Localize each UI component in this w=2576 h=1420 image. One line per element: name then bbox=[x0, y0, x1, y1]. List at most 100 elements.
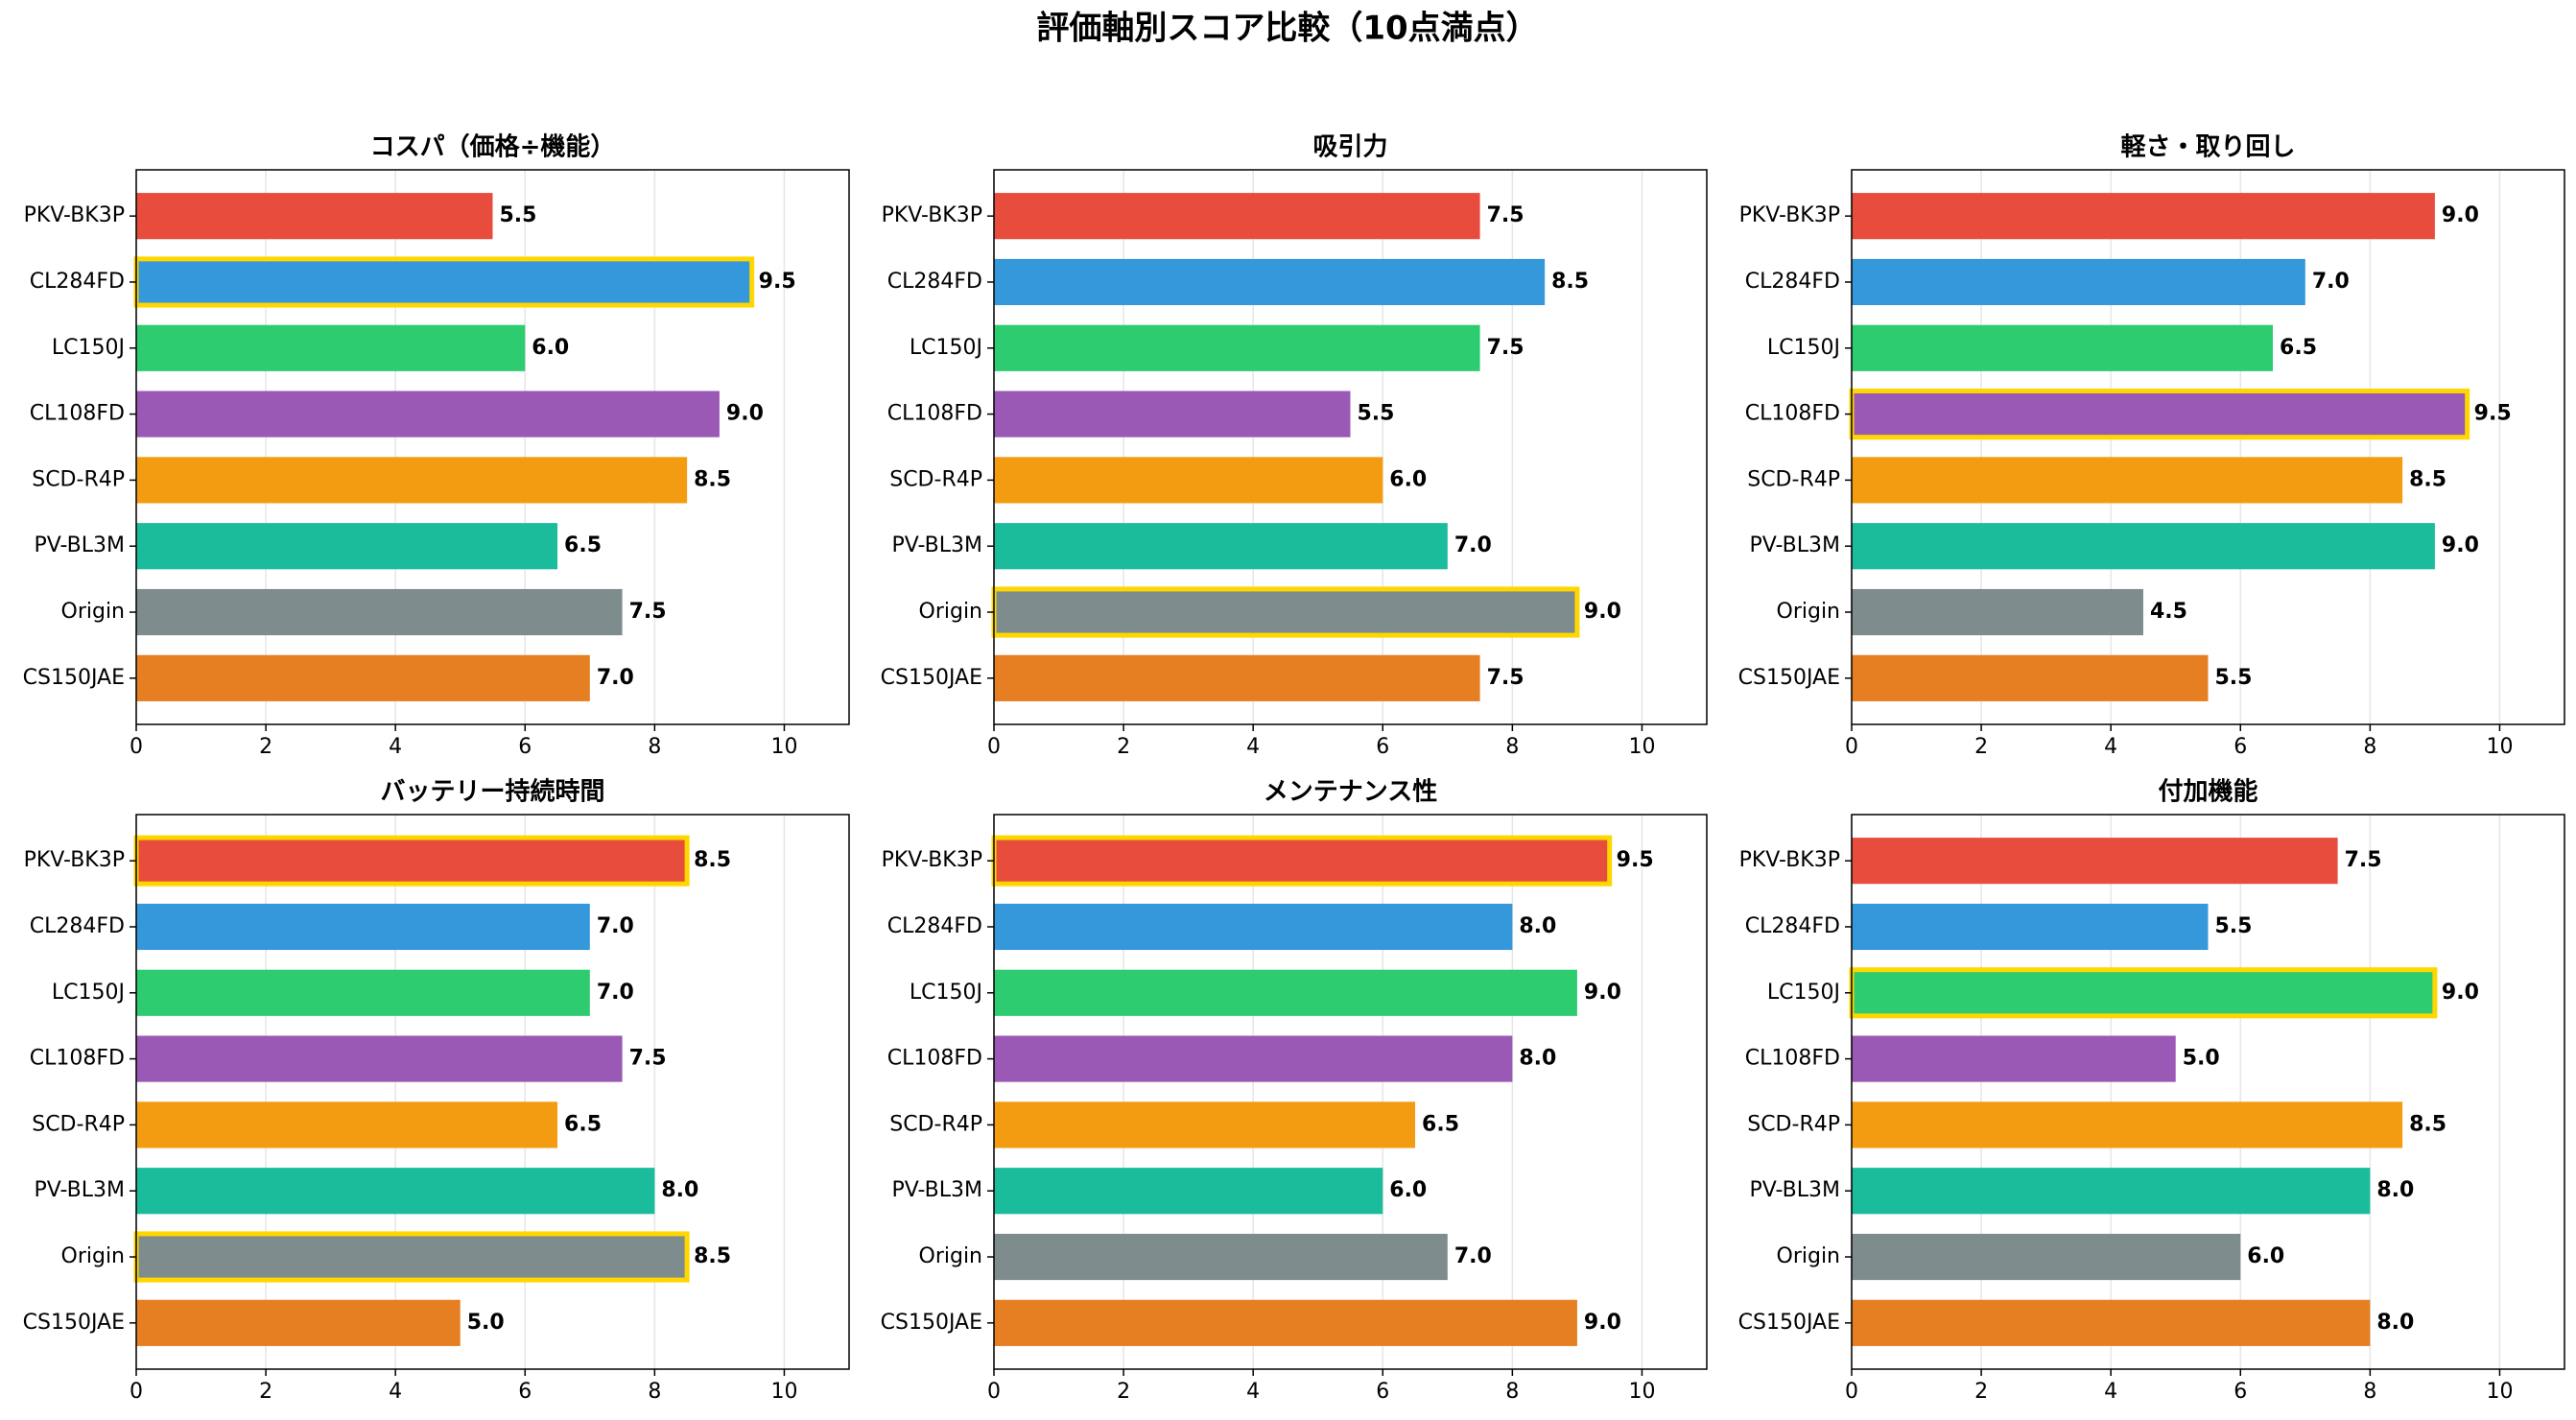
y-tick-label: CL108FD bbox=[1745, 402, 1840, 426]
y-tick-label: PV-BL3M bbox=[891, 533, 982, 557]
y-tick-label: Origin bbox=[61, 1244, 126, 1268]
y-tick-label: CL284FD bbox=[887, 914, 982, 938]
bar bbox=[1852, 324, 2274, 371]
y-tick-label: PV-BL3M bbox=[1749, 533, 1840, 557]
value-label: 5.5 bbox=[2215, 914, 2253, 938]
bar bbox=[136, 1101, 558, 1148]
value-label: 7.5 bbox=[629, 1047, 667, 1071]
bar bbox=[1852, 258, 2305, 306]
bar bbox=[994, 258, 1546, 306]
y-tick-label: PV-BL3M bbox=[1749, 1178, 1840, 1202]
value-label: 5.5 bbox=[2215, 666, 2253, 690]
value-label: 5.0 bbox=[467, 1311, 505, 1335]
value-label: 8.0 bbox=[1519, 914, 1556, 938]
x-tick-label: 8 bbox=[648, 735, 661, 759]
bar bbox=[994, 1101, 1416, 1148]
value-label: 7.0 bbox=[597, 914, 634, 938]
value-label: 6.5 bbox=[1422, 1112, 1459, 1136]
value-label: 9.5 bbox=[759, 270, 796, 294]
value-label: 5.5 bbox=[1358, 402, 1395, 426]
bar bbox=[136, 523, 558, 570]
y-tick-label: LC150J bbox=[1767, 336, 1840, 360]
value-label: 9.0 bbox=[726, 402, 764, 426]
bar bbox=[994, 654, 1480, 701]
y-tick-label: CS150JAE bbox=[1738, 666, 1840, 690]
chart-title: 評価軸別スコア比較（10点満点） bbox=[1036, 10, 1538, 48]
value-label: 9.0 bbox=[2442, 981, 2479, 1005]
value-label: 7.5 bbox=[1487, 203, 1524, 227]
y-tick-label: Origin bbox=[919, 600, 983, 624]
x-tick-label: 8 bbox=[2363, 1380, 2376, 1404]
bar bbox=[1852, 1101, 2403, 1148]
y-tick-label: Origin bbox=[61, 600, 126, 624]
x-tick-label: 4 bbox=[389, 1380, 402, 1404]
x-tick-label: 8 bbox=[1505, 1380, 1519, 1404]
y-tick-label: SCD-R4P bbox=[889, 467, 982, 491]
x-tick-label: 6 bbox=[1376, 735, 1389, 759]
y-tick-label: CS150JAE bbox=[881, 666, 982, 690]
bar bbox=[994, 523, 1448, 570]
x-tick-label: 4 bbox=[389, 735, 402, 759]
y-tick-label: CS150JAE bbox=[881, 1311, 982, 1335]
y-tick-label: LC150J bbox=[1767, 981, 1840, 1005]
axes-frame bbox=[135, 814, 850, 1370]
bar bbox=[1852, 838, 2338, 885]
y-tick-label: PKV-BK3P bbox=[1739, 848, 1840, 872]
bar bbox=[994, 324, 1480, 371]
bar bbox=[136, 903, 590, 951]
y-tick-label: SCD-R4P bbox=[1747, 1112, 1840, 1136]
value-label: 6.0 bbox=[1389, 1178, 1427, 1202]
x-tick-label: 10 bbox=[770, 1380, 797, 1404]
y-tick-label: PV-BL3M bbox=[34, 1178, 125, 1202]
bar bbox=[994, 1168, 1383, 1215]
x-tick-label: 0 bbox=[130, 735, 143, 759]
y-tick-label: LC150J bbox=[910, 336, 982, 360]
bar bbox=[1852, 457, 2403, 504]
x-tick-label: 4 bbox=[1246, 1380, 1260, 1404]
value-label: 7.0 bbox=[597, 666, 634, 690]
bar bbox=[133, 256, 755, 308]
value-label: 6.5 bbox=[2280, 336, 2317, 360]
subplot-title: コスパ（価格÷機能） bbox=[370, 132, 616, 162]
x-tick-label: 8 bbox=[648, 1380, 661, 1404]
y-tick-label: PKV-BK3P bbox=[882, 848, 982, 872]
y-tick-label: Origin bbox=[919, 1244, 983, 1268]
bar bbox=[994, 193, 1480, 240]
y-tick-label: LC150J bbox=[52, 336, 125, 360]
y-tick-label: PV-BL3M bbox=[891, 1178, 982, 1202]
bar bbox=[994, 390, 1351, 438]
value-label: 8.5 bbox=[1551, 270, 1589, 294]
y-tick-label: SCD-R4P bbox=[1747, 467, 1840, 491]
value-label: 9.0 bbox=[1584, 1311, 1621, 1335]
value-label: 6.5 bbox=[564, 533, 602, 557]
y-tick-label: CL108FD bbox=[887, 402, 982, 426]
value-label: 7.0 bbox=[2312, 270, 2350, 294]
x-tick-label: 0 bbox=[1845, 1380, 1858, 1404]
y-tick-label: PKV-BK3P bbox=[1739, 203, 1840, 227]
x-tick-label: 6 bbox=[518, 1380, 532, 1404]
bar bbox=[136, 1168, 655, 1215]
value-label: 5.5 bbox=[500, 203, 537, 227]
y-tick-label: PKV-BK3P bbox=[24, 203, 125, 227]
subplot-title: 付加機能 bbox=[2158, 777, 2257, 807]
x-tick-label: 2 bbox=[1974, 1380, 1988, 1404]
y-tick-label: CS150JAE bbox=[23, 1311, 125, 1335]
bar bbox=[1849, 389, 2470, 440]
y-tick-label: SCD-R4P bbox=[32, 1112, 125, 1136]
value-label: 7.5 bbox=[2345, 848, 2382, 872]
y-tick-label: LC150J bbox=[910, 981, 982, 1005]
value-label: 8.5 bbox=[2409, 1112, 2446, 1136]
bar bbox=[136, 969, 590, 1016]
value-label: 6.0 bbox=[1389, 467, 1427, 491]
y-tick-label: Origin bbox=[1777, 600, 1841, 624]
y-tick-label: CL108FD bbox=[887, 1047, 982, 1071]
bar bbox=[1852, 193, 2435, 240]
value-label: 8.5 bbox=[694, 848, 731, 872]
value-label: 9.0 bbox=[1584, 981, 1621, 1005]
value-label: 8.5 bbox=[694, 467, 731, 491]
bar bbox=[1849, 967, 2438, 1019]
bar bbox=[994, 1299, 1577, 1346]
x-tick-label: 6 bbox=[2233, 735, 2247, 759]
y-tick-label: CS150JAE bbox=[23, 666, 125, 690]
y-tick-label: Origin bbox=[1777, 1244, 1841, 1268]
